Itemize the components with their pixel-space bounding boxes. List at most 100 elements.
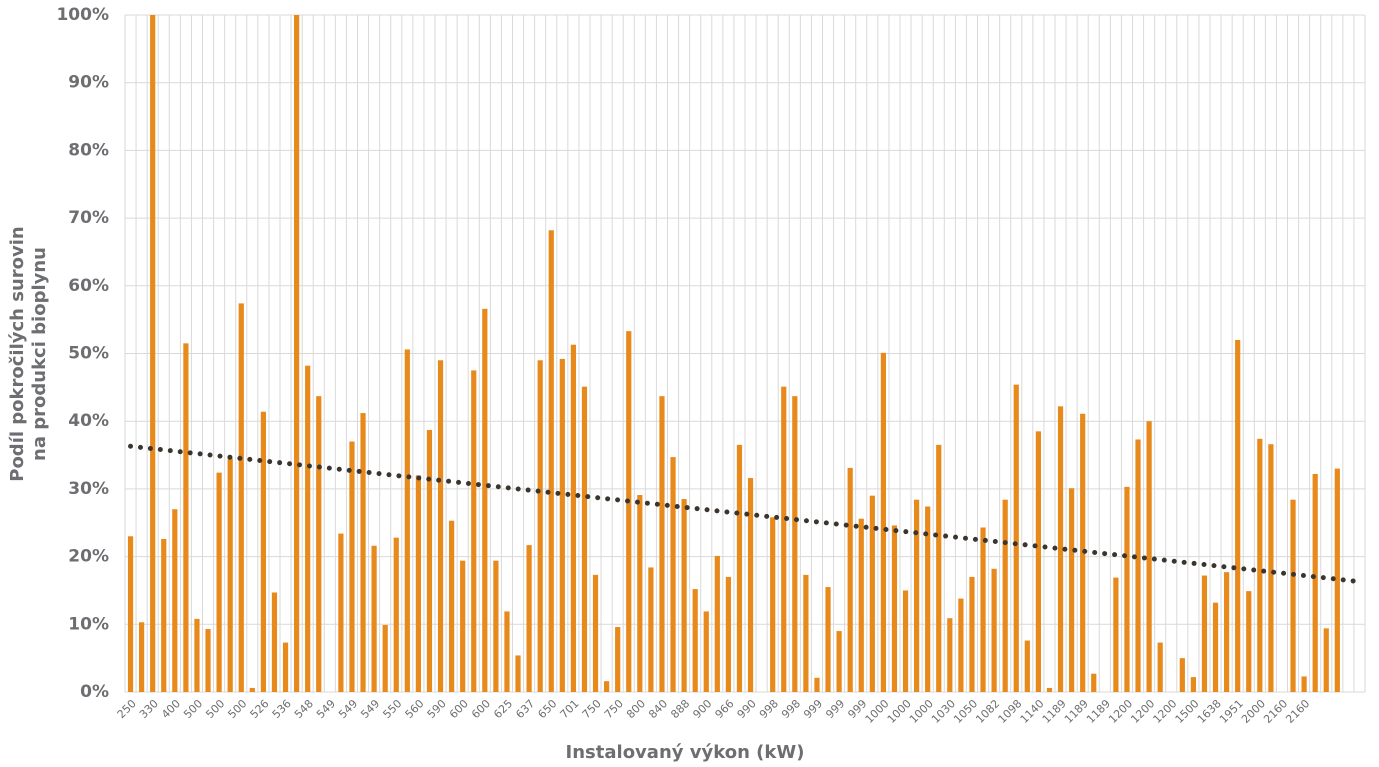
x-tick-label: 1000 (885, 697, 914, 726)
bar (1246, 591, 1252, 692)
bar (504, 611, 510, 692)
bar (515, 655, 521, 692)
bar (139, 622, 145, 692)
x-tick-label: 650 (535, 697, 559, 721)
trendline (128, 443, 1362, 585)
x-tick-label: 330 (137, 697, 161, 721)
y-axis-title-line: na produkci bioplynu (29, 247, 50, 461)
bar (670, 457, 676, 692)
x-tick-label: 1638 (1195, 697, 1224, 726)
bar (194, 618, 200, 692)
bar (902, 590, 909, 692)
bar (183, 343, 189, 692)
bar (681, 499, 687, 692)
x-tick-label: 998 (779, 697, 803, 721)
bar (471, 370, 477, 692)
bar (1301, 676, 1307, 692)
x-tick-label: 1030 (929, 697, 958, 726)
bar (1035, 431, 1041, 692)
bar (958, 598, 964, 692)
bar (1113, 577, 1119, 692)
bar (1013, 384, 1019, 692)
y-tick-label: 40% (68, 411, 109, 431)
bar (692, 589, 698, 692)
bar (836, 631, 842, 692)
x-tick-label: 637 (513, 697, 537, 721)
bar (426, 430, 433, 692)
bar (161, 538, 167, 692)
bar (770, 517, 776, 692)
x-tick-label: 1000 (863, 697, 892, 726)
x-tick-label: 549 (314, 697, 338, 721)
x-tick-label: 500 (203, 697, 227, 721)
bar (415, 475, 421, 692)
bar (914, 499, 920, 692)
bar (1268, 444, 1274, 692)
bar (736, 444, 743, 692)
bar (1190, 677, 1196, 692)
y-tick-label: 50% (68, 344, 109, 364)
bar (249, 687, 255, 692)
x-tick-label: 1200 (1151, 697, 1180, 726)
x-tick-label: 1098 (996, 697, 1025, 726)
x-tick-label: 999 (801, 697, 825, 721)
x-tick-label: 990 (735, 697, 759, 721)
bar (1323, 628, 1329, 692)
bar (205, 629, 211, 692)
bar (1091, 673, 1097, 692)
bar (714, 555, 720, 692)
x-tick-label: 600 (469, 697, 493, 721)
y-tick-label: 70% (68, 208, 109, 228)
bar (1024, 640, 1030, 692)
bar (349, 441, 355, 692)
y-tick-label: 80% (68, 140, 109, 160)
y-tick-label: 10% (68, 614, 109, 634)
y-tick-label: 90% (68, 73, 109, 93)
y-tick-label: 0% (80, 682, 109, 702)
bar (781, 386, 787, 692)
x-tick-label: 1140 (1018, 697, 1047, 726)
x-tick-label: 1189 (1084, 697, 1113, 726)
x-tick-label: 548 (292, 697, 316, 721)
bar (172, 509, 178, 692)
x-tick-label: 560 (403, 697, 427, 721)
bar (1057, 406, 1064, 692)
y-tick-label: 60% (68, 276, 109, 296)
x-tick-label: 750 (602, 697, 626, 721)
bar (493, 560, 499, 692)
bar (880, 352, 886, 692)
bar (559, 358, 565, 692)
x-tick-label: 888 (668, 697, 692, 721)
x-tick-label: 250 (115, 697, 139, 721)
bar (371, 545, 377, 692)
x-tick-label: 400 (159, 697, 183, 721)
x-tick-label: 701 (558, 697, 582, 721)
x-tick-label: 750 (580, 697, 604, 721)
bar (537, 360, 543, 692)
bar (548, 230, 554, 692)
bar (637, 494, 643, 692)
x-tick-label: 1200 (1128, 697, 1157, 726)
bar (991, 568, 997, 692)
bar (393, 537, 399, 692)
bar (360, 413, 366, 692)
x-tick-label: 1082 (973, 697, 1002, 726)
x-tick-label: 1500 (1173, 697, 1202, 726)
bar (792, 396, 798, 692)
bar (980, 527, 986, 692)
bar (1334, 468, 1340, 692)
x-tick-label: 550 (380, 697, 404, 721)
x-tick-label: 1189 (1062, 697, 1091, 726)
bar (936, 444, 942, 692)
bar (592, 574, 599, 692)
bar (449, 520, 455, 692)
bar (127, 536, 134, 692)
bar (847, 467, 853, 692)
bar (282, 642, 289, 692)
x-tick-label: 1189 (1040, 697, 1069, 726)
bar (338, 533, 344, 692)
x-tick-label: 1050 (951, 697, 980, 726)
bar (925, 506, 931, 692)
bar (1146, 421, 1152, 692)
bar (526, 545, 532, 692)
